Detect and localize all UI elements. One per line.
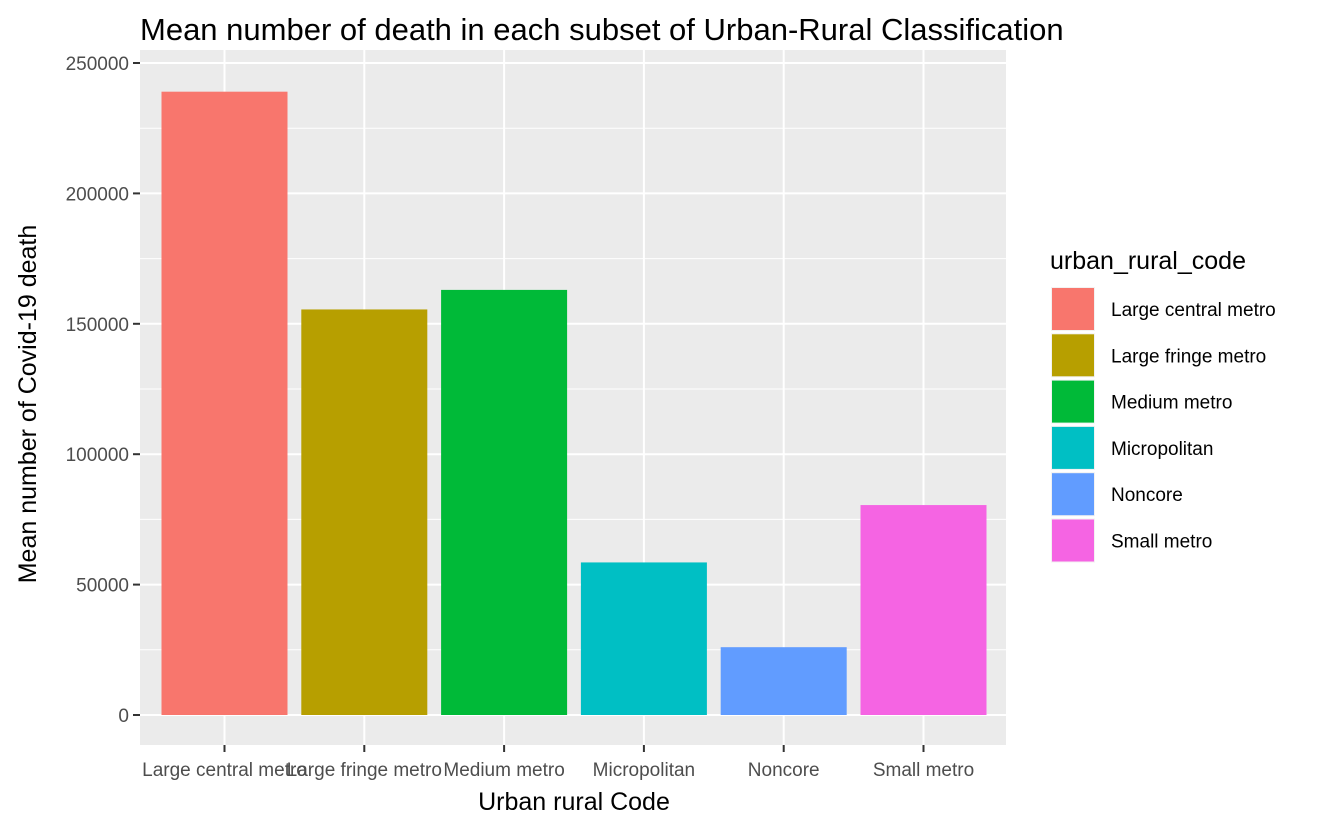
legend-swatch bbox=[1052, 288, 1094, 330]
bar-large-central-metro bbox=[161, 91, 288, 716]
legend-label: Large fringe metro bbox=[1111, 346, 1266, 367]
x-tick-label: Micropolitan bbox=[593, 760, 695, 781]
y-tick-label: 150000 bbox=[66, 315, 129, 336]
legend-label: Noncore bbox=[1111, 485, 1183, 506]
legend-swatch bbox=[1052, 426, 1094, 469]
bar-noncore bbox=[720, 647, 847, 715]
legend-label: Medium metro bbox=[1111, 393, 1232, 414]
legend-swatch bbox=[1052, 334, 1094, 377]
legend-label: Micropolitan bbox=[1111, 439, 1213, 460]
legend-swatch bbox=[1052, 380, 1094, 423]
x-tick-label: Medium metro bbox=[443, 760, 564, 781]
y-tick-label: 250000 bbox=[66, 54, 129, 75]
x-tick-label: Noncore bbox=[748, 760, 820, 781]
legend-swatch bbox=[1052, 473, 1094, 516]
legend-label: Small metro bbox=[1111, 532, 1212, 553]
bar-small-metro bbox=[860, 505, 987, 715]
chart-title: Mean number of death in each subset of U… bbox=[140, 12, 1064, 47]
y-axis-label: Mean number of Covid-19 death bbox=[14, 225, 42, 584]
y-tick-label: 100000 bbox=[66, 445, 129, 466]
y-tick-label: 0 bbox=[118, 706, 129, 727]
legend-label: Large central metro bbox=[1111, 300, 1276, 321]
x-axis-label: Urban rural Code bbox=[478, 788, 670, 816]
legend-swatch bbox=[1052, 519, 1094, 562]
y-tick-label: 200000 bbox=[66, 184, 129, 205]
bar-micropolitan bbox=[580, 562, 707, 715]
x-tick-label: Large central metro bbox=[142, 760, 307, 781]
y-tick-label: 50000 bbox=[76, 576, 129, 597]
legend-title: urban_rural_code bbox=[1050, 247, 1246, 275]
bar-large-fringe-metro bbox=[301, 309, 428, 715]
bar-medium-metro bbox=[441, 289, 568, 715]
legend: urban_rural_code Large central metro Larg… bbox=[1050, 247, 1276, 563]
plot-area: 0 50000 100000 150000 200000 250000 Large cent… bbox=[66, 50, 1006, 781]
x-tick-label: Small metro bbox=[873, 760, 974, 781]
x-tick-label: Large fringe metro bbox=[287, 760, 442, 781]
